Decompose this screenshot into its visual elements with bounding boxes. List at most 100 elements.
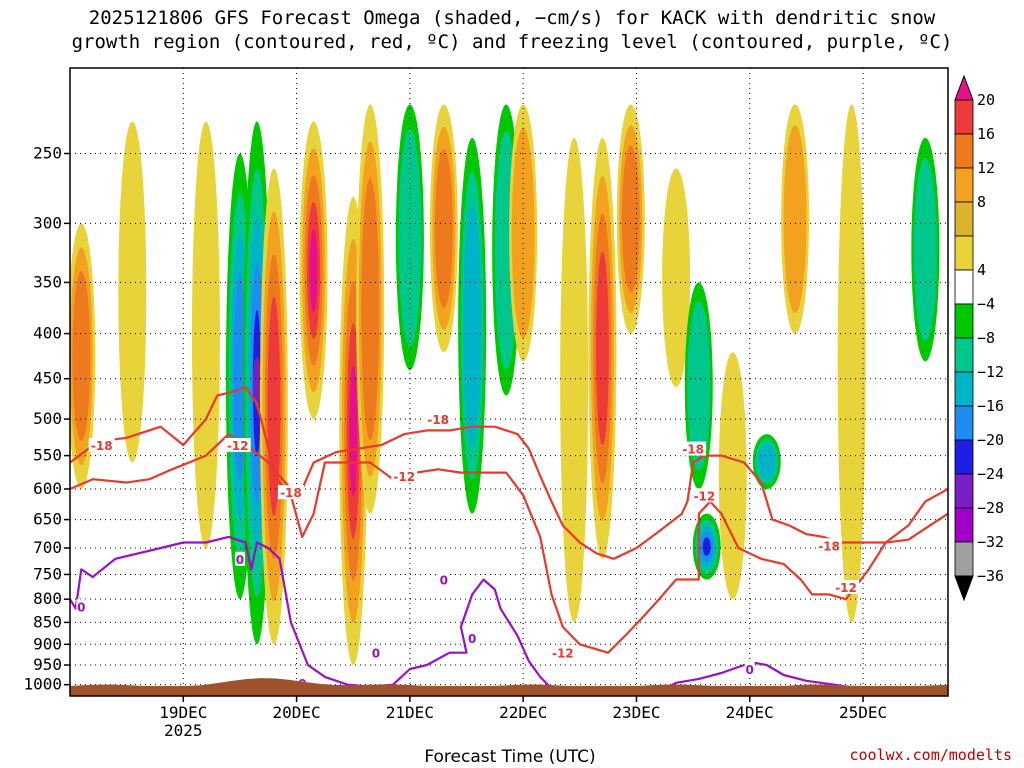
y-tick-label-750: 750 [33, 564, 62, 583]
x-tick-label-24DEC: 24DEC [726, 703, 774, 722]
colorbar-swatch-9 [954, 371, 974, 407]
omega-band-11-layer-3 [463, 205, 482, 447]
contour-label-bg-8 [816, 538, 843, 553]
colorbar-swatch-10 [954, 405, 974, 441]
contour-label-1: -12 [227, 439, 249, 453]
colorbar-swatch-6 [954, 269, 974, 305]
contour-label-bg-13 [370, 645, 381, 660]
colorbar-swatch-14 [954, 541, 974, 577]
contour-label-7: -12 [694, 489, 716, 503]
colorbar-swatch-13 [954, 507, 974, 543]
omega-band-15-layer-4 [596, 251, 609, 446]
contour-label-6: -18 [682, 443, 704, 457]
colorbar-label-0: 20 [977, 91, 995, 109]
y-axis: 250 300 350 400 450 500 550 600 650 700 750 800 850 9… [23, 143, 70, 694]
omega-band-16-layer-3 [621, 145, 640, 293]
colorbar-label-8: −16 [977, 397, 1004, 415]
omega-band-2-layer-1 [191, 121, 220, 549]
contour-label-5: -12 [552, 647, 574, 661]
y-tick-label-700: 700 [33, 538, 62, 557]
contour-red-minus18 [70, 386, 948, 560]
y-tick-label-800: 800 [33, 589, 62, 608]
y-tick-label-300: 300 [33, 213, 62, 232]
x-tick-sublabel-19DEC: 2025 [164, 721, 203, 740]
contour-label-bg-6 [680, 441, 707, 456]
x-axis-title: Forecast Time (UTC) [424, 747, 595, 767]
omega-band-23-layer-1 [837, 104, 866, 623]
colorbar-label-3: 8 [977, 193, 986, 211]
colorbar-label-13: −36 [977, 567, 1004, 585]
colorbar-swatch-11 [954, 439, 974, 475]
y-tick-label-1000: 1000 [23, 675, 62, 694]
colorbar-label-7: −12 [977, 363, 1004, 381]
terrain-fill [70, 678, 948, 696]
colorbar-label-4: 4 [977, 261, 986, 279]
colorbar-swatch-1 [954, 99, 974, 135]
omega-band-4-layer-6 [252, 356, 261, 410]
contour-label-16: 0 [746, 663, 754, 677]
credit-link[interactable]: coolwx.com/modelts [849, 746, 1012, 764]
y-tick-label-600: 600 [33, 479, 62, 498]
contour-label-bg-7 [691, 488, 718, 503]
omega-band-19-layer-5 [702, 537, 711, 556]
y-tick-label-450: 450 [33, 369, 62, 388]
contour-label-bg-14 [438, 572, 449, 587]
colorbar-label-1: 16 [977, 125, 995, 143]
omega-band-10-layer-3 [434, 149, 453, 308]
contour-label-bg-2 [277, 485, 304, 500]
x-tick-label-20DEC: 20DEC [272, 703, 320, 722]
omega-shading [70, 104, 940, 666]
omega-band-20-layer-1 [718, 352, 747, 600]
plot-frame [69, 67, 949, 697]
terrain-strip [70, 678, 948, 696]
omega-band-1-layer-1 [118, 121, 147, 463]
omega-band-18-layer-2 [687, 301, 711, 471]
title-line-2: growth region (contoured, red, ºC) and f… [71, 31, 953, 53]
x-tick-label-21DEC: 21DEC [386, 703, 434, 722]
contour-label-15: 0 [468, 632, 476, 646]
colorbar-label-9: −20 [977, 431, 1004, 449]
colorbar-swatch-3 [954, 167, 974, 203]
contour-label-11: 0 [236, 553, 244, 567]
contour-label-bg-5 [549, 645, 576, 660]
contour-label-bg-4 [391, 468, 418, 483]
y-tick-label-550: 550 [33, 446, 62, 465]
contour-label-bg-16 [744, 662, 755, 677]
y-tick-label-400: 400 [33, 324, 62, 343]
contour-label-bg-3 [425, 412, 452, 427]
x-tick-label-25DEC: 25DEC [839, 703, 887, 722]
omega-band-14-layer-1 [560, 137, 589, 623]
y-tick-label-650: 650 [33, 510, 62, 529]
colorbar-swatch-5 [954, 235, 974, 271]
colorbar-bottom-arrow [954, 575, 974, 602]
omega-band-24-layer-2 [913, 157, 937, 342]
contour-label-9: -12 [835, 581, 857, 595]
y-tick-label-950: 950 [33, 655, 62, 674]
contour-label-8: -18 [818, 539, 840, 553]
contour-label-bg-0 [88, 438, 115, 453]
y-tick-label-350: 350 [33, 272, 62, 291]
chart-title: 2025121806 GFS Forecast Omega (shaded, −… [0, 6, 1024, 54]
contours: -18-12-18-18-12-12-18-12-18-120000000 [70, 386, 948, 692]
contour-label-bg-1 [224, 438, 251, 453]
colorbar-label-12: −32 [977, 533, 1004, 551]
colorbar-label-5: −4 [977, 295, 995, 313]
y-tick-label-500: 500 [33, 409, 62, 428]
contour-label-10: 0 [77, 600, 85, 614]
contour-label-4: -12 [393, 470, 415, 484]
contour-label-bg-11 [234, 551, 245, 566]
colorbar-swatch-8 [954, 337, 974, 373]
omega-band-6-layer-5 [309, 228, 318, 312]
omega-band-8-layer-3 [361, 178, 380, 441]
colorbar-label-6: −8 [977, 329, 995, 347]
colorbar-swatch-2 [954, 133, 974, 169]
omega-band-21-layer-3 [757, 443, 776, 480]
colorbar-swatch-12 [954, 473, 974, 509]
omega-band-13-layer-2 [511, 127, 535, 339]
contour-label-bg-9 [833, 580, 860, 595]
contour-red-minus12 [70, 433, 948, 654]
contour-label-3: -18 [427, 413, 449, 427]
contour-purple-zero [70, 535, 553, 690]
x-tick-label-22DEC: 22DEC [499, 703, 547, 722]
